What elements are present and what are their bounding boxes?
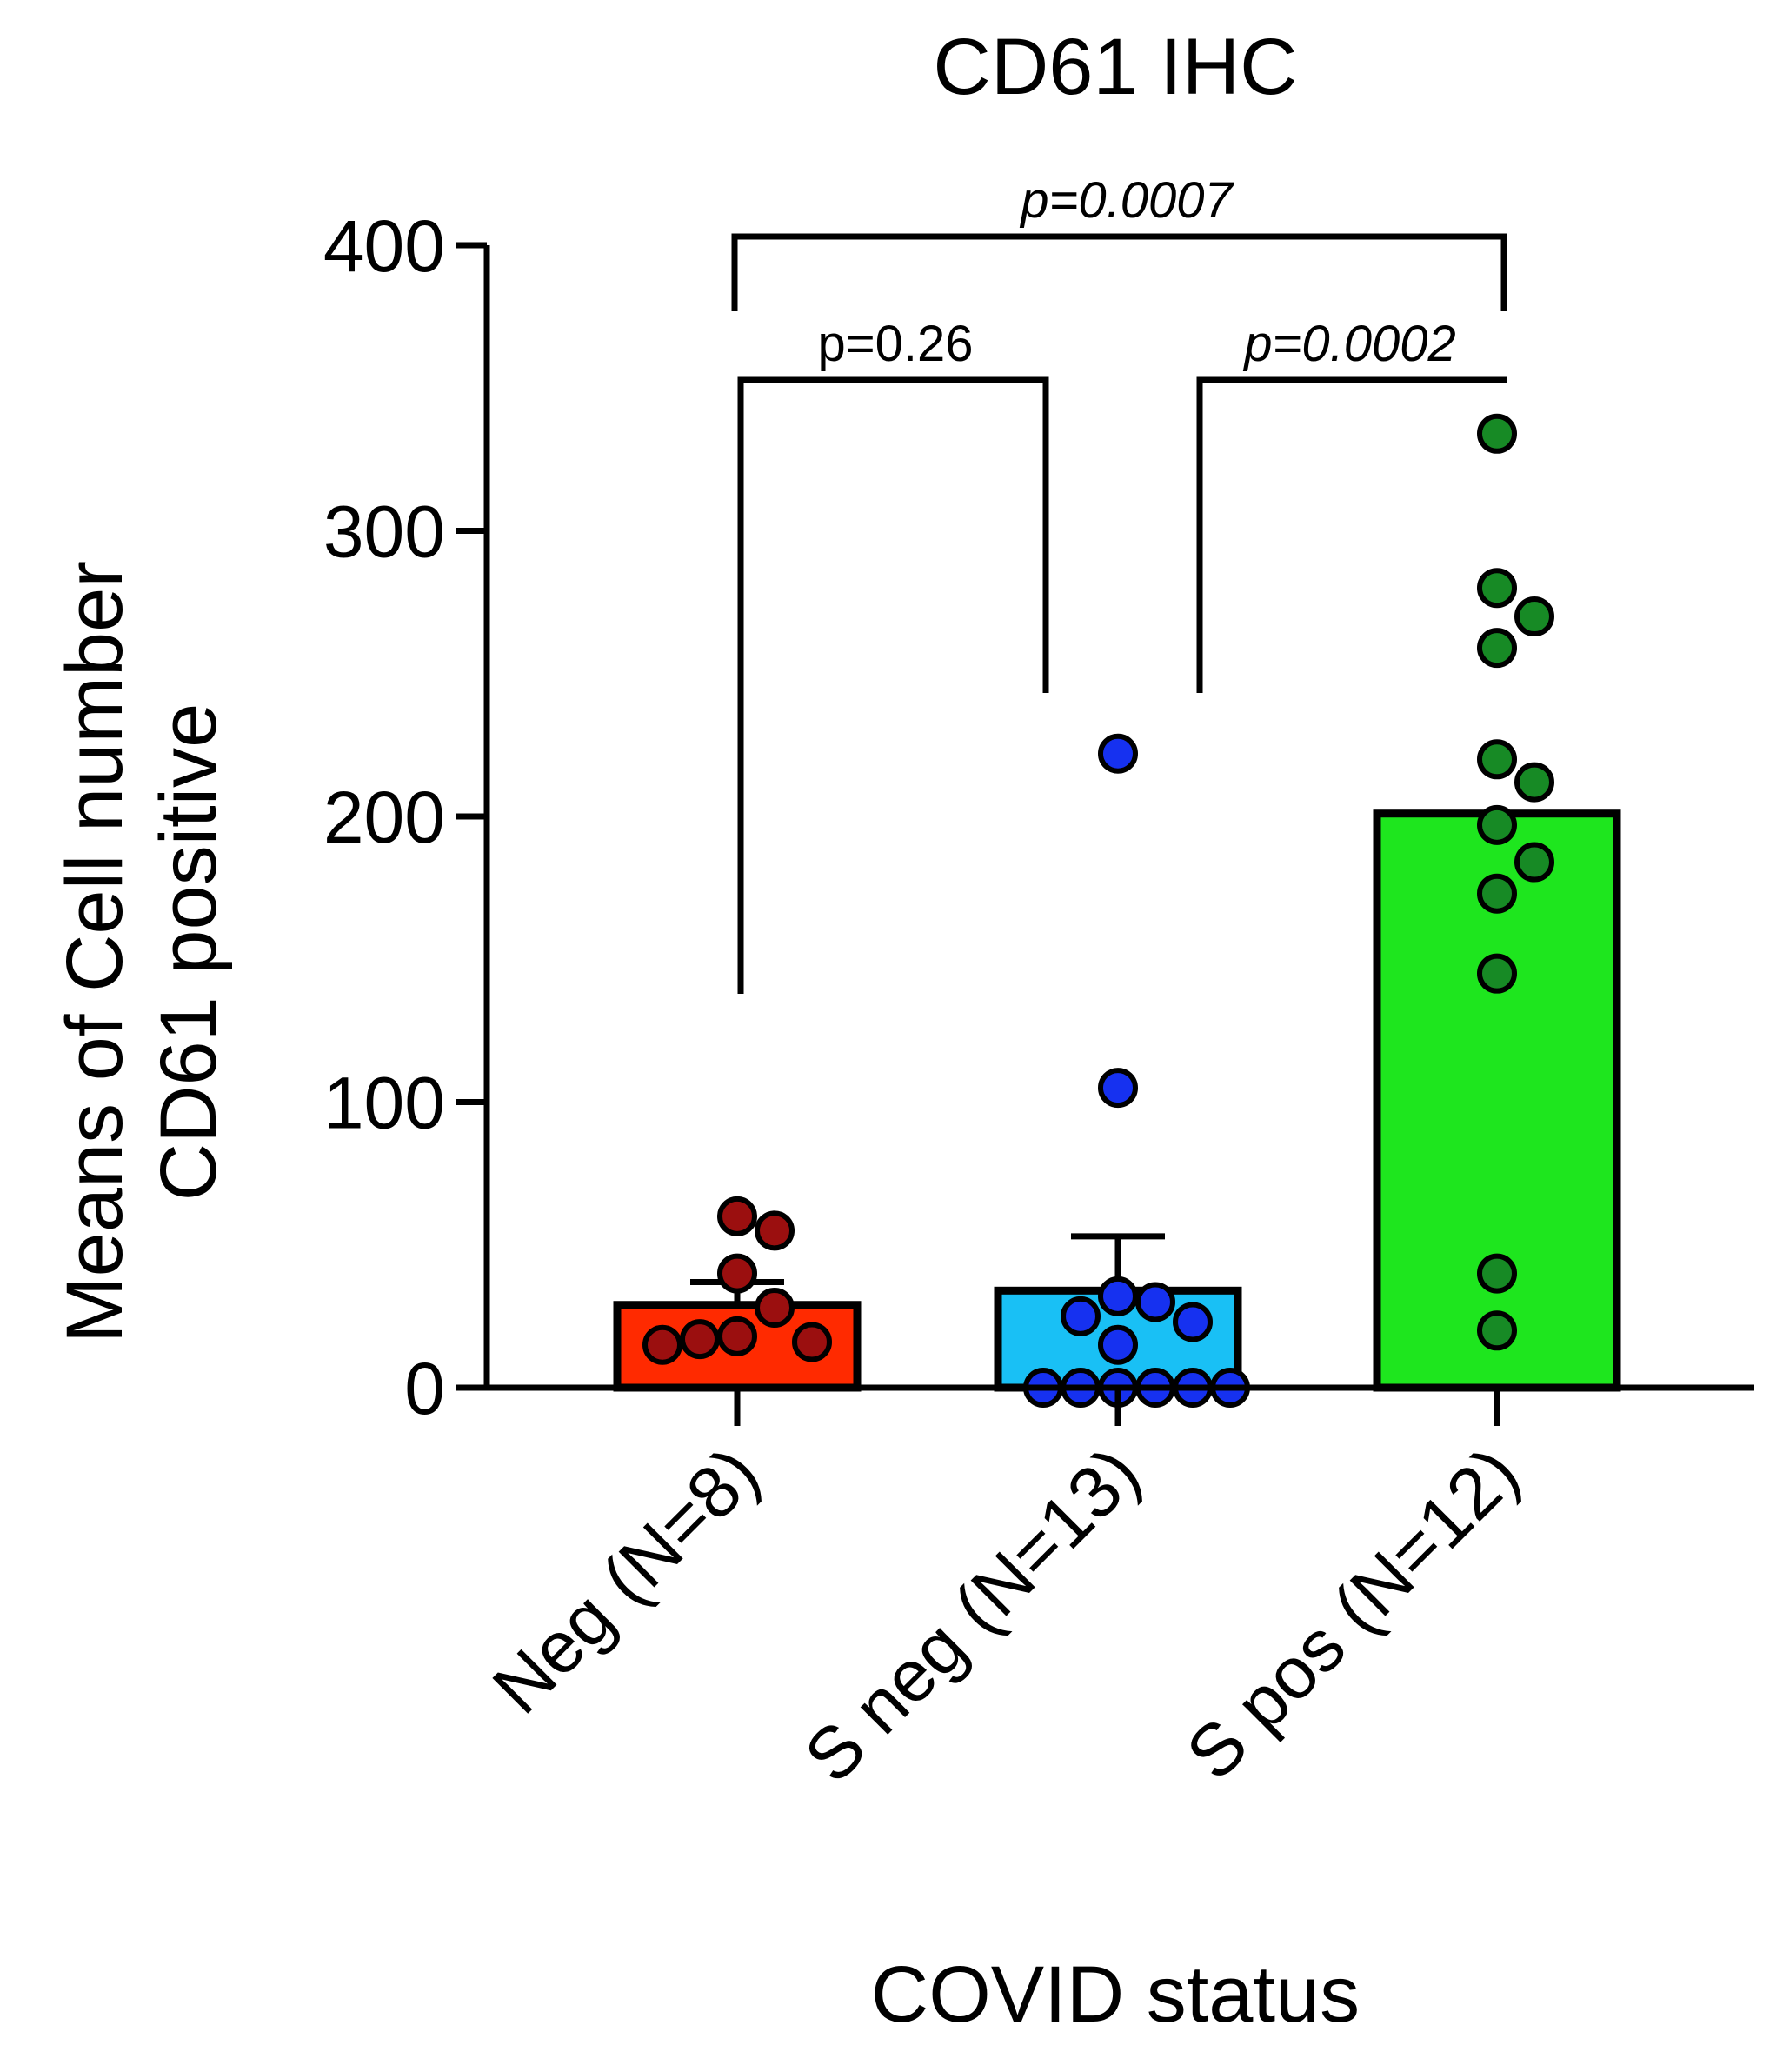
y-axis-label: Means of Cell number CD61 positive: [50, 561, 233, 1343]
significance-brackets-layer: p=0.26 p=0.0002 p=0.0007: [731, 172, 1507, 994]
data-point-0-2: [717, 1253, 757, 1294]
significance-bracket-0: [737, 376, 1049, 994]
data-point-2-10: [1477, 1253, 1517, 1294]
data-point-2-11: [1477, 1310, 1517, 1351]
data-point-1-1: [1098, 1068, 1138, 1109]
data-point-0-6: [792, 1322, 832, 1362]
data-point-1-0: [1098, 733, 1138, 774]
data-point-1-6: [1098, 1324, 1138, 1365]
data-point-1-5: [1173, 1302, 1213, 1342]
data-point-1-4: [1061, 1296, 1101, 1336]
data-point-2-6: [1477, 804, 1517, 845]
data-point-0-1: [755, 1210, 795, 1251]
data-point-2-0: [1477, 413, 1517, 454]
data-point-2-7: [1514, 842, 1554, 883]
data-point-2-4: [1477, 739, 1517, 780]
x-axis-label: COVID status: [871, 1950, 1360, 2039]
x-tick-label-1: S neg (N=13): [788, 1431, 1154, 1797]
data-point-2-1: [1477, 568, 1517, 609]
p-value-label-2: p=0.0007: [1019, 172, 1234, 229]
data-point-1-2: [1098, 1276, 1138, 1316]
data-points-layer: [642, 413, 1554, 1408]
data-point-2-9: [1477, 953, 1517, 994]
y-tick-label-4: 400: [323, 205, 445, 287]
y-tick-label-2: 200: [323, 776, 445, 858]
chart-title: CD61 IHC: [933, 23, 1297, 111]
y-tick-label-1: 100: [323, 1063, 445, 1144]
data-point-2-8: [1477, 873, 1517, 914]
significance-bracket-1: [1196, 376, 1507, 693]
y-axis-label-line-1: Means of Cell number: [50, 561, 139, 1343]
y-axis-label-line-2: CD61 positive: [144, 703, 233, 1202]
y-tick-label-0: 0: [404, 1348, 445, 1429]
data-point-2-5: [1514, 762, 1554, 803]
significance-bracket-2: [731, 233, 1507, 311]
data-point-0-4: [717, 1316, 757, 1356]
x-tick-label-0: Neg (N=8): [477, 1431, 775, 1729]
data-point-2-3: [1477, 628, 1517, 669]
data-point-1-3: [1135, 1282, 1175, 1322]
y-tick-label-3: 300: [323, 491, 445, 573]
p-value-label-1: p=0.0002: [1242, 316, 1456, 372]
data-point-2-2: [1514, 596, 1554, 637]
data-point-0-3: [755, 1288, 795, 1329]
data-point-0-5: [680, 1319, 720, 1360]
x-tick-label-2: S pos (N=12): [1171, 1431, 1534, 1795]
p-value-label-0: p=0.26: [817, 316, 973, 372]
data-point-0-0: [717, 1196, 757, 1236]
data-point-0-7: [642, 1324, 682, 1365]
